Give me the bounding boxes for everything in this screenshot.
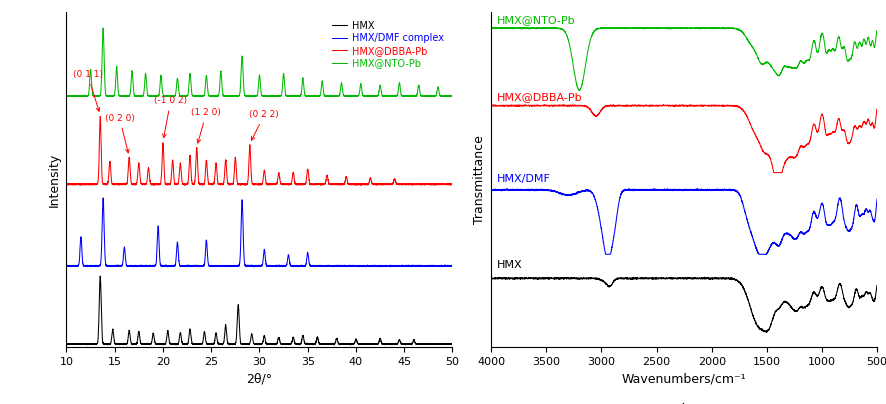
HMX (209, 341, 220, 346)
Text: (-1 0 2): (-1 0 2) (154, 97, 187, 138)
HMX@NTO-Pb (312, 93, 323, 98)
HMX@DBBA-Pb (312, 182, 323, 187)
Text: (0 2 2): (0 2 2) (250, 110, 279, 140)
HMX/DMF complex (249, 264, 260, 269)
Line: HMX: HMX (66, 276, 453, 345)
HMX@NTO-Pb (378, 93, 389, 98)
HMX@NTO-Pb (209, 93, 220, 98)
HMX/DMF complex (349, 263, 360, 268)
HMX@NTO-Pb (61, 93, 72, 98)
HMX@NTO-Pb (447, 94, 458, 99)
HMX/DMF complex (209, 263, 220, 268)
Legend: HMX, HMX/DMF complex, HMX@DBBA-Pb, HMX@NTO-Pb: HMX, HMX/DMF complex, HMX@DBBA-Pb, HMX@N… (329, 17, 447, 72)
Y-axis label: Intensity: Intensity (48, 153, 61, 207)
HMX/DMF complex (292, 263, 303, 268)
HMX@DBBA-Pb (95, 114, 105, 119)
HMX (447, 341, 458, 346)
Text: HMX@NTO-Pb: HMX@NTO-Pb (497, 15, 575, 25)
HMX (346, 343, 356, 347)
HMX@DBBA-Pb (61, 182, 72, 187)
Line: HMX@NTO-Pb: HMX@NTO-Pb (66, 28, 453, 97)
X-axis label: Wavenumbers/cm⁻¹: Wavenumbers/cm⁻¹ (622, 373, 746, 386)
Text: (1 2 0): (1 2 0) (191, 109, 222, 143)
HMX@DBBA-Pb (209, 180, 220, 185)
HMX@DBBA-Pb (447, 182, 458, 187)
HMX@NTO-Pb (97, 25, 108, 30)
HMX@DBBA-Pb (131, 181, 142, 186)
HMX@DBBA-Pb (356, 183, 367, 188)
HMX/DMF complex (61, 263, 72, 268)
HMX (312, 335, 323, 340)
HMX (131, 341, 142, 345)
HMX@NTO-Pb (292, 93, 303, 98)
HMX/DMF complex (447, 263, 458, 268)
Line: HMX/DMF complex: HMX/DMF complex (66, 198, 453, 267)
HMX/DMF complex (313, 263, 323, 268)
HMX@NTO-Pb (349, 93, 360, 98)
HMX (292, 342, 303, 347)
HMX@DBBA-Pb (292, 183, 303, 187)
HMX@NTO-Pb (131, 94, 142, 99)
Text: b: b (680, 403, 689, 404)
HMX@NTO-Pb (378, 95, 389, 99)
HMX/DMF complex (131, 263, 142, 268)
HMX (61, 341, 72, 346)
Text: a: a (255, 403, 264, 404)
Text: (0 2 0): (0 2 0) (105, 114, 135, 153)
HMX/DMF complex (97, 196, 108, 200)
HMX@DBBA-Pb (378, 182, 389, 187)
HMX/DMF complex (378, 264, 389, 269)
X-axis label: 2θ/°: 2θ/° (246, 373, 273, 386)
Text: HMX/DMF: HMX/DMF (497, 174, 550, 184)
Text: (0 1 1): (0 1 1) (73, 70, 103, 112)
Text: HMX: HMX (497, 260, 522, 270)
HMX (95, 274, 105, 278)
Text: HMX@DBBA-Pb: HMX@DBBA-Pb (497, 92, 582, 102)
HMX (349, 340, 360, 345)
HMX (378, 342, 389, 347)
HMX@DBBA-Pb (349, 181, 360, 186)
Line: HMX@DBBA-Pb: HMX@DBBA-Pb (66, 116, 453, 185)
Y-axis label: Transmittance: Transmittance (472, 135, 486, 224)
